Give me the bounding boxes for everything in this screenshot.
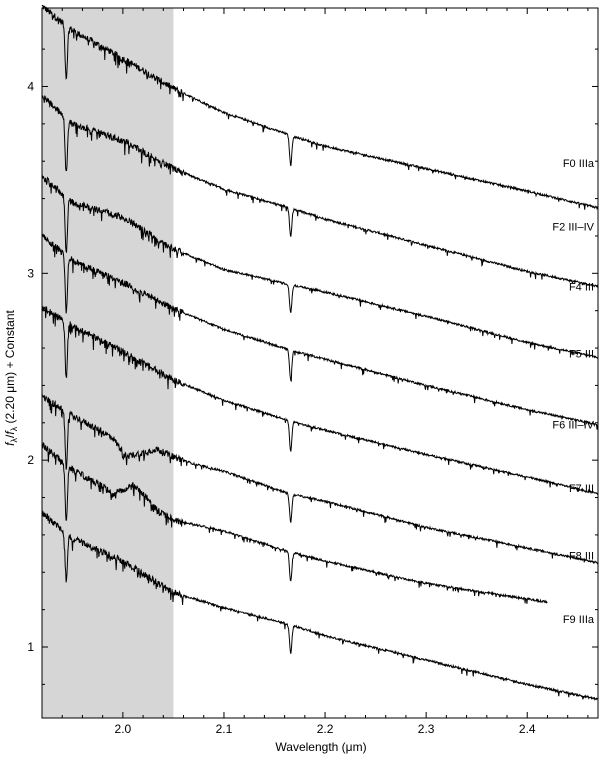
series-label-5: F7 III	[569, 483, 594, 495]
series-labels: F0 IIIa F2 III–IV F4 III F5 III F6 III–IV F7 …	[552, 158, 594, 626]
spectrum-line-1	[41, 94, 599, 288]
y-tick-label-2: 3	[27, 266, 34, 280]
spectrum-line-5	[41, 393, 599, 565]
x-tick-label-4: 2.4	[519, 722, 536, 736]
y-axis-label-f2: f	[3, 430, 17, 435]
plot-frame	[41, 7, 599, 719]
spectrum-line-6	[41, 442, 548, 604]
y-tick-label-3: 4	[27, 79, 34, 93]
series-label-6: F8 III	[569, 550, 594, 562]
series-label-7: F9 IIIa	[563, 614, 595, 626]
x-tick-label-3: 2.3	[418, 722, 435, 736]
y-tick-label-0: 1	[27, 640, 34, 654]
series-label-4: F6 III–IV	[552, 420, 594, 432]
x-tick-label-2: 2.2	[317, 722, 334, 736]
x-axis-label: Wavelength (μm)	[275, 740, 366, 754]
y-axis-label-f1: f	[3, 441, 17, 446]
series-label-1: F2 III–IV	[552, 222, 594, 234]
spectrum-line-3	[41, 233, 598, 430]
spectrum-line-7	[41, 509, 599, 701]
spectra-group	[41, 4, 599, 701]
series-label-2: F4 III	[569, 281, 594, 293]
x-tick-label-0: 2.0	[115, 722, 132, 736]
y-ticks: 1 2 3 4	[27, 48, 598, 685]
series-label-3: F5 III	[569, 349, 594, 361]
spectrum-line-2	[41, 174, 599, 360]
y-axis-label-rest: (2.20 μm) + Constant	[3, 310, 17, 427]
spectrum-line-4	[41, 304, 599, 495]
y-axis-label-sub1: λ	[9, 437, 19, 442]
series-label-0: F0 IIIa	[563, 158, 595, 170]
y-axis-label-sub2: λ	[9, 426, 19, 431]
y-tick-label-1: 2	[27, 453, 34, 467]
y-axis-label-slash: /	[3, 434, 17, 438]
y-axis-label: fλ/fλ (2.20 μm) + Constant	[3, 310, 19, 446]
x-ticks: 2.0 2.1 2.2 2.3 2.4	[41, 8, 589, 736]
spectrum-line-0	[41, 4, 599, 211]
x-tick-label-1: 2.1	[216, 722, 233, 736]
